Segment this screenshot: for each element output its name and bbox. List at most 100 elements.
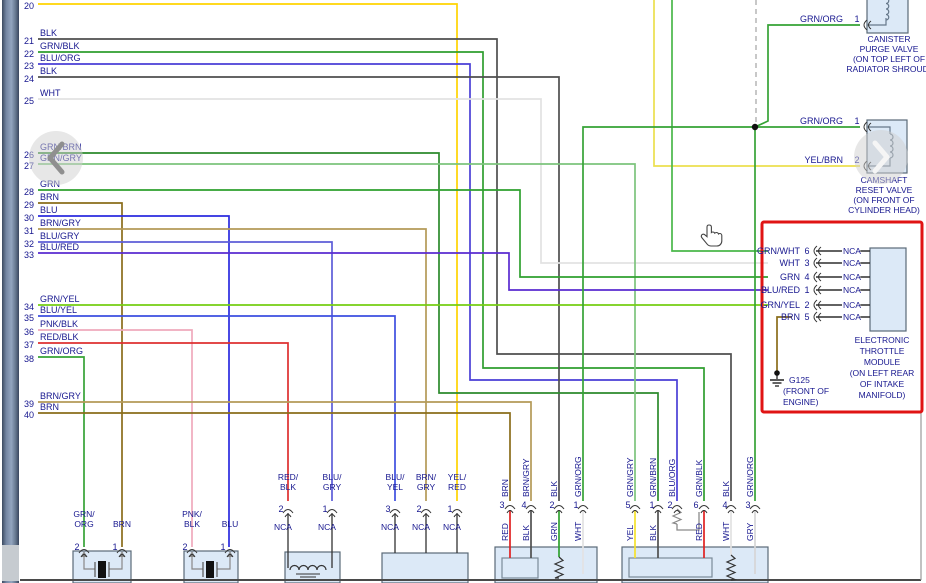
pin-connector-icon: [527, 510, 535, 514]
pin-connector-icon: [698, 505, 710, 510]
label-2: 2: [549, 500, 554, 510]
label-radiator-shroud-: RADIATOR SHROUD): [846, 64, 926, 74]
nca-label: NCA: [843, 300, 861, 310]
label-g125: G125: [789, 375, 810, 385]
pin-connector-icon: [652, 505, 664, 510]
label-grn-: GRN/: [73, 509, 95, 519]
pin-number-27: 27: [24, 161, 34, 171]
label-blk: BLK: [721, 481, 731, 497]
connector-box-6-inner: [628, 557, 713, 578]
nav-next-button[interactable]: [854, 130, 908, 184]
wire-pin25-wht: [38, 98, 768, 264]
wire-color-label: GRN/YEL: [40, 294, 80, 304]
wire-color-label: GRN/BLK: [40, 41, 80, 51]
connector-box-5-inner: [501, 557, 539, 579]
wire-color-label: PNK/BLK: [40, 319, 78, 329]
pin-connector-icon: [420, 509, 432, 514]
label-3: 3: [745, 500, 750, 510]
pin-number-32: 32: [24, 239, 34, 249]
label-wht: WHT: [573, 522, 583, 541]
label-module: MODULE: [864, 357, 901, 367]
pin-connector-icon: [868, 122, 872, 132]
wire-brn-to-ground: [776, 316, 792, 371]
pin-connector-icon: [631, 510, 639, 514]
wire-color-label: BRN: [40, 402, 59, 412]
nav-circle[interactable]: [29, 131, 83, 185]
pin-number-33: 33: [24, 250, 34, 260]
pin-number-24: 24: [24, 74, 34, 84]
label-bg: [842, 245, 861, 256]
label-2: 2: [182, 542, 187, 552]
pin-number-20: 20: [24, 1, 34, 11]
label-blu-org: BLU/ORG: [667, 459, 677, 497]
wire-color-label: BRN: [40, 192, 59, 202]
etm-box: [869, 247, 907, 332]
label-yel-: YEL/: [448, 472, 467, 482]
label-6: 6: [693, 500, 698, 510]
label-nca: NCA: [318, 522, 336, 532]
pin-number-36: 36: [24, 327, 34, 337]
label-blk: BLK: [280, 482, 296, 492]
label-canister: CANISTER: [868, 34, 911, 44]
label-1: 1: [649, 500, 654, 510]
label-blu: BLU: [222, 519, 239, 529]
label-1: 1: [322, 504, 327, 514]
solenoid-coil-icon: [885, 0, 890, 21]
label-brn: BRN: [500, 479, 510, 497]
ecm-connector-bar: [2, 0, 19, 583]
pin-connector-icon: [868, 20, 872, 30]
label-nca: NCA: [443, 522, 461, 532]
wire-color-label: BLK: [40, 66, 57, 76]
pin-connector-icon: [813, 257, 818, 269]
wire-pin32-blu-gry: [38, 241, 333, 501]
ground-icon: [774, 370, 780, 376]
label-nca: NCA: [274, 522, 292, 532]
wire-color-label: GRN/ORG: [40, 346, 83, 356]
label-grn-brn: GRN/BRN: [648, 458, 658, 497]
wire-pin24-blk: [38, 76, 560, 501]
valve-pin-number: 1: [854, 116, 859, 126]
label-pnk-: PNK/: [182, 509, 202, 519]
connector-box-3: [284, 551, 341, 583]
wire-color-label: WHT: [40, 88, 61, 98]
coil-icon: [289, 564, 327, 571]
nav-circle[interactable]: [854, 130, 908, 184]
resistor-link: [676, 512, 700, 531]
wire-pin20-yel: [38, 3, 458, 501]
pin-number-38: 38: [24, 354, 34, 364]
pin-connector-icon: [673, 510, 681, 514]
pin-connector-icon: [504, 505, 516, 510]
label-bg: [842, 271, 861, 282]
pin-number-40: 40: [24, 410, 34, 420]
label-yel: YEL: [625, 525, 635, 541]
wire-pin23-blu-org: [38, 63, 678, 501]
label-gry: GRY: [323, 482, 342, 492]
pin-number-29: 29: [24, 200, 34, 210]
wire-grn-org-branch-left: [582, 126, 755, 501]
label-blk: BLK: [184, 519, 200, 529]
pin-connector-icon: [577, 505, 589, 510]
pin-connector-icon: [282, 509, 294, 514]
nav-previous-button[interactable]: [29, 131, 83, 185]
label-engine-: ENGINE): [783, 397, 819, 407]
label-bg: [842, 257, 861, 268]
label-bg: [842, 311, 861, 322]
label-brn-: BRN/: [416, 472, 437, 482]
pin-connector-icon: [80, 554, 88, 558]
wire-color-label: BLK: [40, 28, 57, 38]
wire-color-label: BLU/YEL: [40, 305, 77, 315]
cursor-pointer-icon: [700, 224, 723, 247]
pin-connector-icon: [328, 514, 336, 518]
label-1: 1: [112, 542, 117, 552]
pin-connector-icon: [506, 510, 514, 514]
label-throttle: THROTTLE: [860, 346, 905, 356]
pin-connector-icon: [700, 510, 708, 514]
pin-number-23: 23: [24, 61, 34, 71]
wire-color-label: BRN/GRY: [40, 218, 81, 228]
label-grn-gry: GRN/GRY: [625, 457, 635, 497]
label-bg: [842, 284, 861, 295]
label-grn-org: GRN/ORG: [745, 456, 755, 497]
pin-connector-icon: [118, 554, 126, 558]
pin-connector-icon: [78, 549, 90, 554]
wire-pin38-grn-org: [38, 356, 85, 547]
